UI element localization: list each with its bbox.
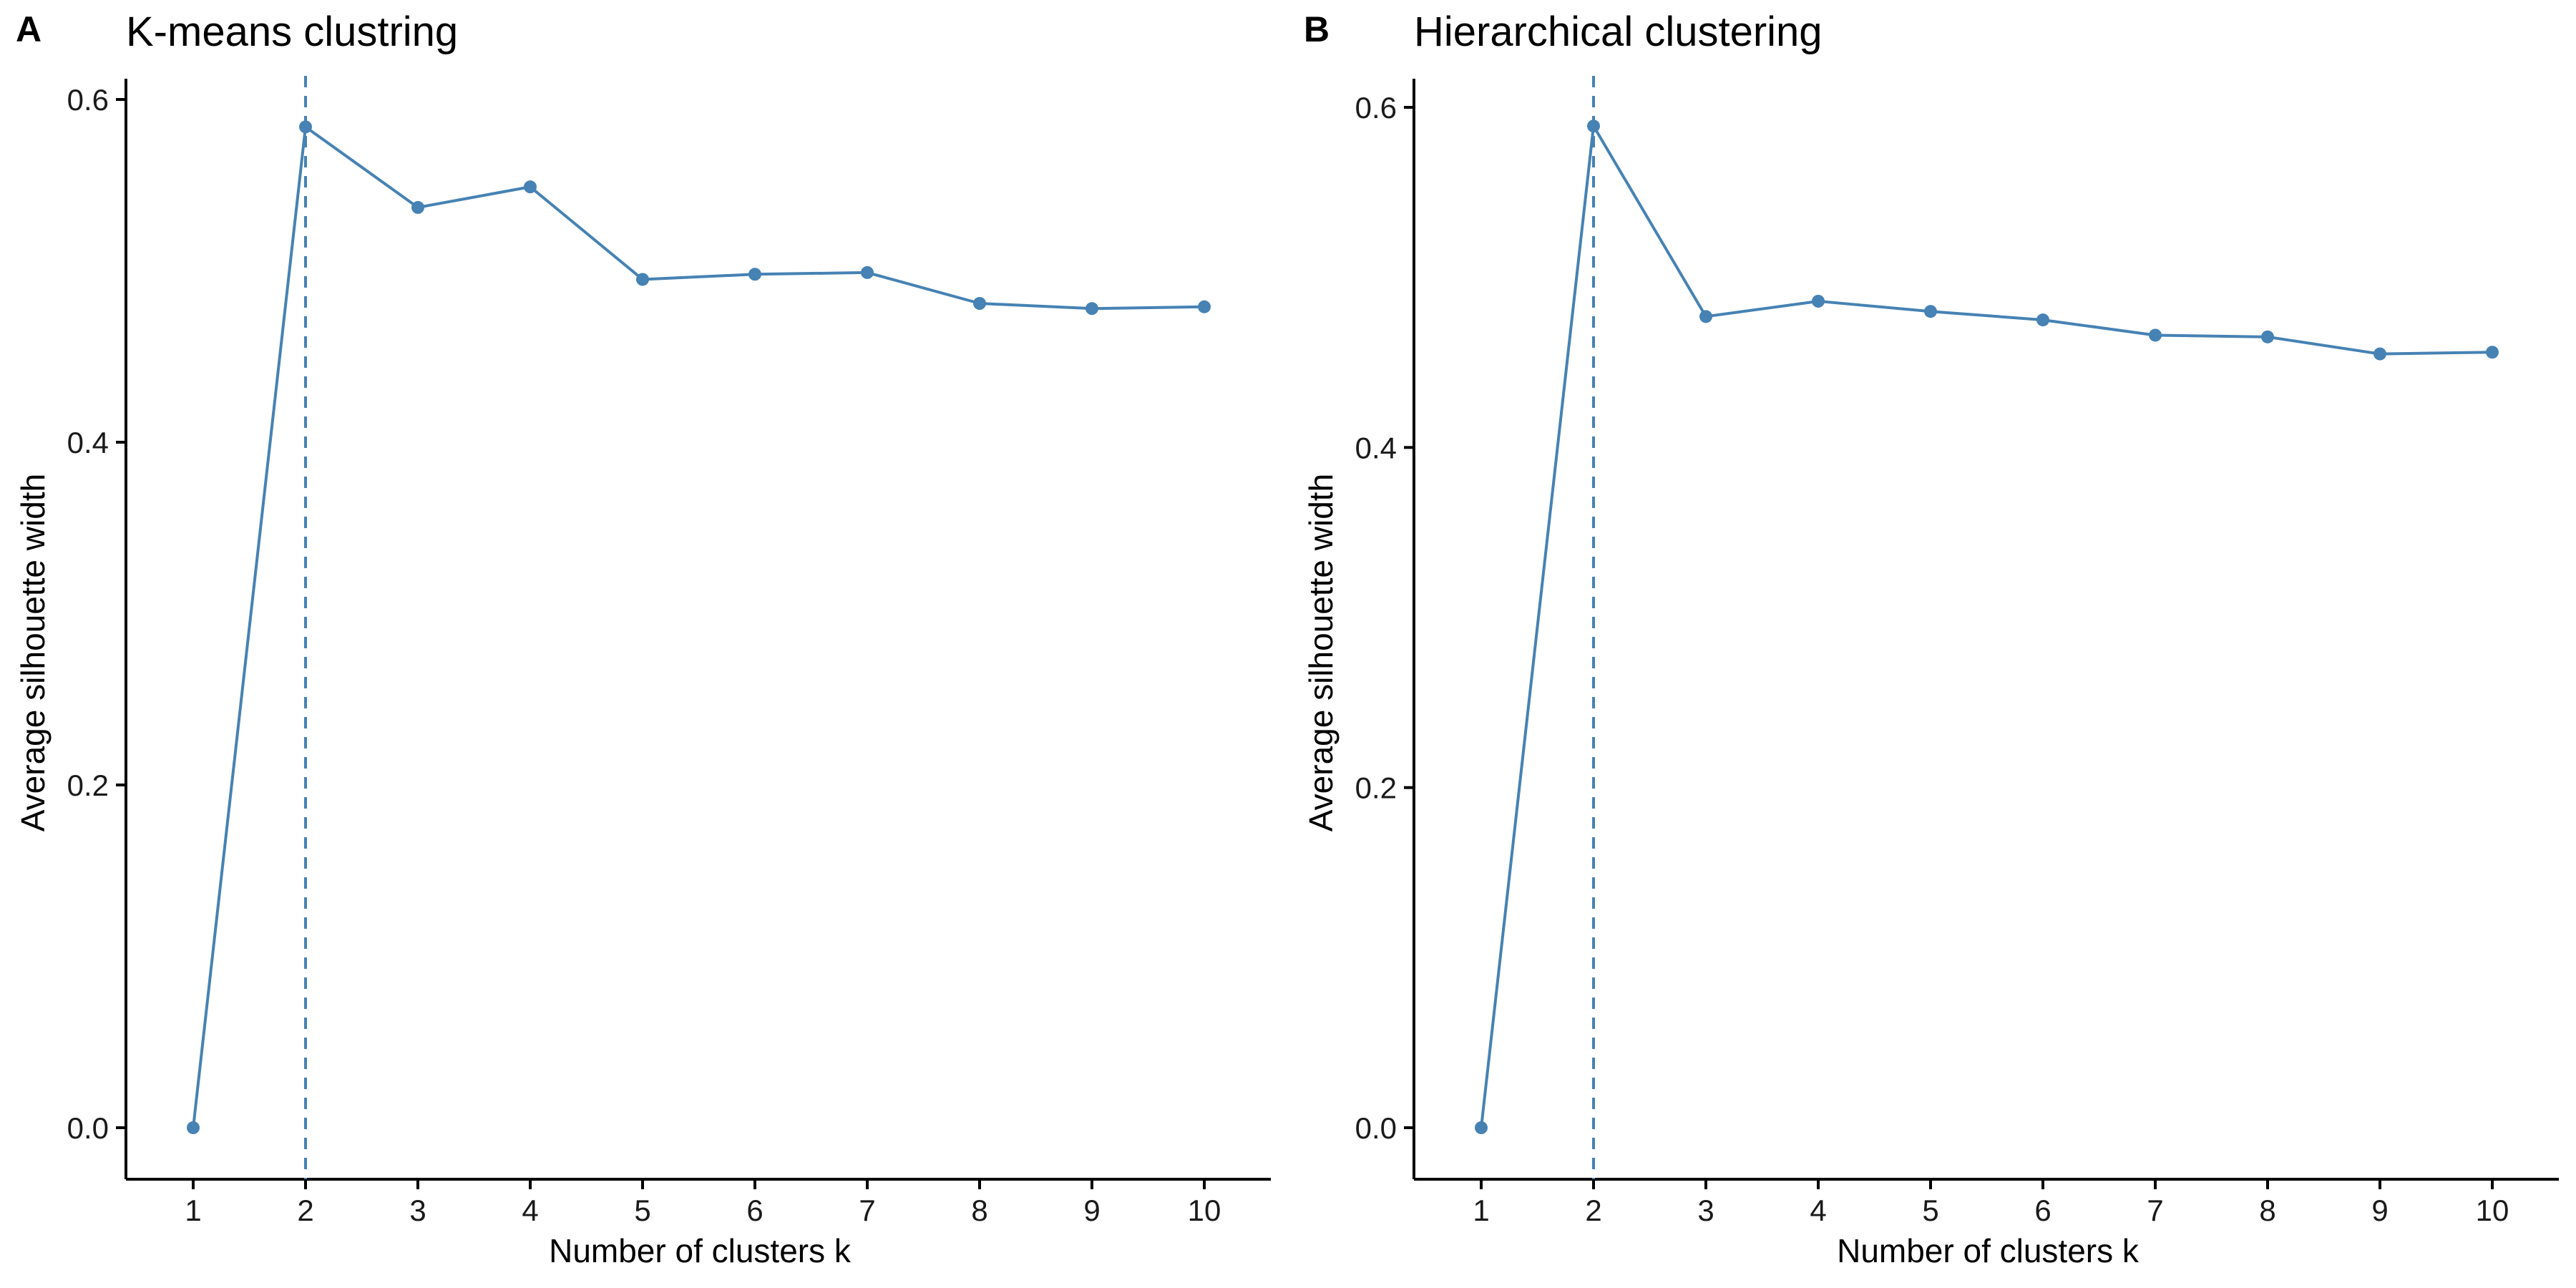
data-point [1085,302,1098,316]
x-axis-title: Number of clusters k [1837,1232,2140,1269]
data-point [2036,313,2049,327]
x-tick-label: 4 [1810,1194,1826,1227]
y-tick-label: 0.6 [67,83,109,117]
x-tick-label: 7 [859,1194,875,1227]
x-tick-label: 7 [2147,1194,2163,1227]
y-axis-title: Average silhouette width [14,474,52,831]
data-point [2149,328,2162,342]
series-line [192,125,1205,1128]
x-tick-label: 8 [971,1194,987,1227]
x-tick-label: 4 [522,1194,538,1227]
x-tick-label: 5 [1922,1194,1938,1227]
series-line [1480,125,2493,1128]
data-point [1924,305,1937,318]
panel-b: B Hierarchical clustering Number of clus… [1302,9,2559,1269]
x-tick-label: 2 [297,1194,313,1227]
data-point [1475,1121,1488,1134]
y-tick-label: 0.6 [1355,91,1397,125]
data-point [2486,346,2499,359]
x-tick-label: 2 [1585,1194,1601,1227]
x-tick-label: 1 [185,1194,201,1227]
x-tick-label: 10 [1188,1194,1221,1227]
data-point [299,120,312,134]
x-tick-label: 9 [1083,1194,1100,1227]
data-point [524,180,537,194]
x-tick-label: 9 [2371,1194,2388,1227]
x-tick-label: 3 [1697,1194,1714,1227]
x-tick-label: 1 [1473,1194,1489,1227]
y-tick-label: 0.2 [1355,771,1397,805]
x-tick-label: 8 [2259,1194,2275,1227]
y-tick-label: 0.0 [67,1111,109,1145]
data-point [973,297,986,311]
data-point [1198,300,1211,313]
y-tick-label: 0.0 [1355,1111,1397,1145]
panel-title: K-means clustring [126,9,458,55]
data-point [861,265,874,279]
panel-tag: B [1304,9,1330,49]
data-point [636,273,649,286]
y-tick-label: 0.2 [67,769,109,802]
x-tick-label: 6 [2034,1194,2051,1227]
x-tick-label: 10 [2476,1194,2509,1227]
y-axis-title: Average silhouette width [1302,474,1340,831]
x-tick-label: 5 [634,1194,650,1227]
y-tick-label: 0.4 [1355,431,1397,464]
data-point [748,268,761,281]
data-point [187,1121,200,1134]
data-point [1699,310,1712,323]
panel-title: Hierarchical clustering [1414,9,1823,55]
x-tick-label: 3 [409,1194,426,1227]
data-point [1587,119,1600,133]
x-axis-title: Number of clusters k [549,1232,852,1269]
panel-a: A K-means clustring Number of clusters k… [14,9,1271,1269]
panel-tag: A [16,9,42,49]
data-point [2373,347,2386,361]
y-tick-label: 0.4 [67,426,109,459]
x-tick-label: 6 [746,1194,763,1227]
data-point [411,200,424,214]
data-point [1812,294,1825,308]
data-point [2261,330,2274,343]
